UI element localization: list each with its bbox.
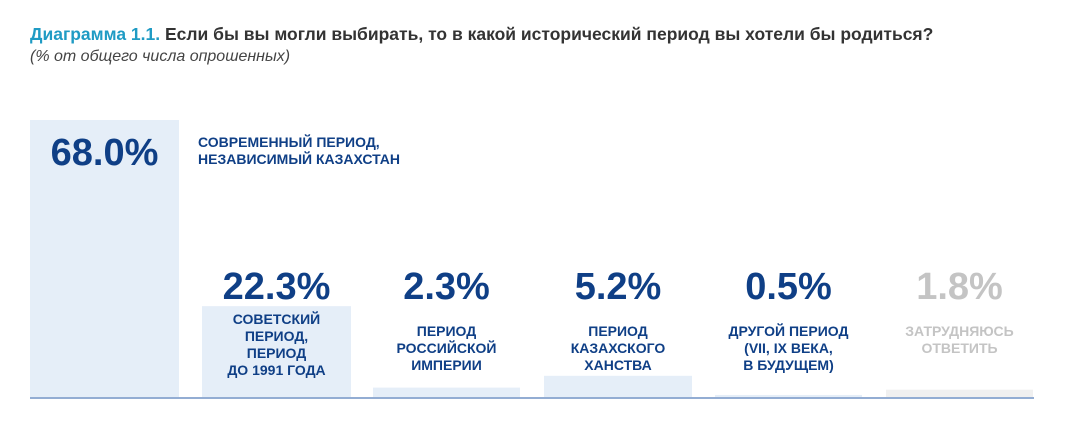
bar-2 bbox=[202, 306, 351, 397]
bar-3 bbox=[373, 387, 520, 397]
category-label-4-line-1: ПЕРИОД bbox=[588, 323, 648, 339]
category-label-1-line-2: НЕЗАВИСИМЫЙ КАЗАХСТАН bbox=[198, 150, 400, 167]
chart-title-text: Если бы вы могли выбирать, то в какой ис… bbox=[165, 24, 934, 44]
category-label-2-line-1: СОВЕТСКИЙ bbox=[233, 310, 320, 327]
bar-6 bbox=[886, 389, 1033, 397]
category-label-6-line-1: ЗАТРУДНЯЮСЬ bbox=[905, 323, 1013, 339]
category-label-2-line-2: ПЕРИОД, bbox=[245, 328, 308, 344]
category-label-6-line-2: ОТВЕТИТЬ bbox=[921, 340, 997, 356]
data-label-4: 5.2% bbox=[575, 266, 662, 308]
chart-subtitle: (% от общего числа опрошенных) bbox=[30, 48, 291, 65]
data-label-5: 0.5% bbox=[745, 266, 832, 308]
bar-5 bbox=[715, 394, 862, 397]
category-label-2-line-4: ДО 1991 ГОДА bbox=[227, 362, 325, 378]
data-label-6: 1.8% bbox=[916, 266, 1003, 308]
category-label-5-line-3: В БУДУЩЕМ) bbox=[743, 357, 834, 373]
bar-1 bbox=[30, 120, 179, 397]
bar-4 bbox=[544, 375, 692, 397]
category-label-3-line-2: РОССИЙСКОЙ bbox=[397, 339, 497, 356]
category-label-1-line-1: СОВРЕМЕННЫЙ ПЕРИОД, bbox=[198, 133, 380, 150]
category-label-2-line-3: ПЕРИОД bbox=[247, 345, 307, 361]
data-label-3: 2.3% bbox=[403, 266, 490, 308]
data-label-1: 68.0% bbox=[51, 132, 159, 174]
labels-group: 68.0% СОВРЕМЕННЫЙ ПЕРИОД,НЕЗАВИСИМЫЙ КАЗА… bbox=[51, 132, 1014, 378]
category-label-5-line-1: ДРУГОЙ ПЕРИОД bbox=[729, 322, 849, 339]
bars-group bbox=[30, 120, 1033, 397]
category-label-4-line-2: КАЗАХСКОГО bbox=[571, 340, 666, 356]
category-label-3-line-1: ПЕРИОД bbox=[417, 323, 477, 339]
chart-title-prefix: Диаграмма 1.1. bbox=[30, 24, 161, 44]
data-label-2: 22.3% bbox=[223, 266, 331, 308]
category-label-3-line-3: ИМПЕРИИ bbox=[411, 357, 482, 373]
category-label-5-line-2: (VII, IX ВЕКА, bbox=[744, 340, 833, 356]
chart-title: Диаграмма 1.1. Если бы вы могли выбирать… bbox=[30, 24, 933, 45]
category-label-4-line-3: ХАНСТВА bbox=[584, 357, 651, 373]
